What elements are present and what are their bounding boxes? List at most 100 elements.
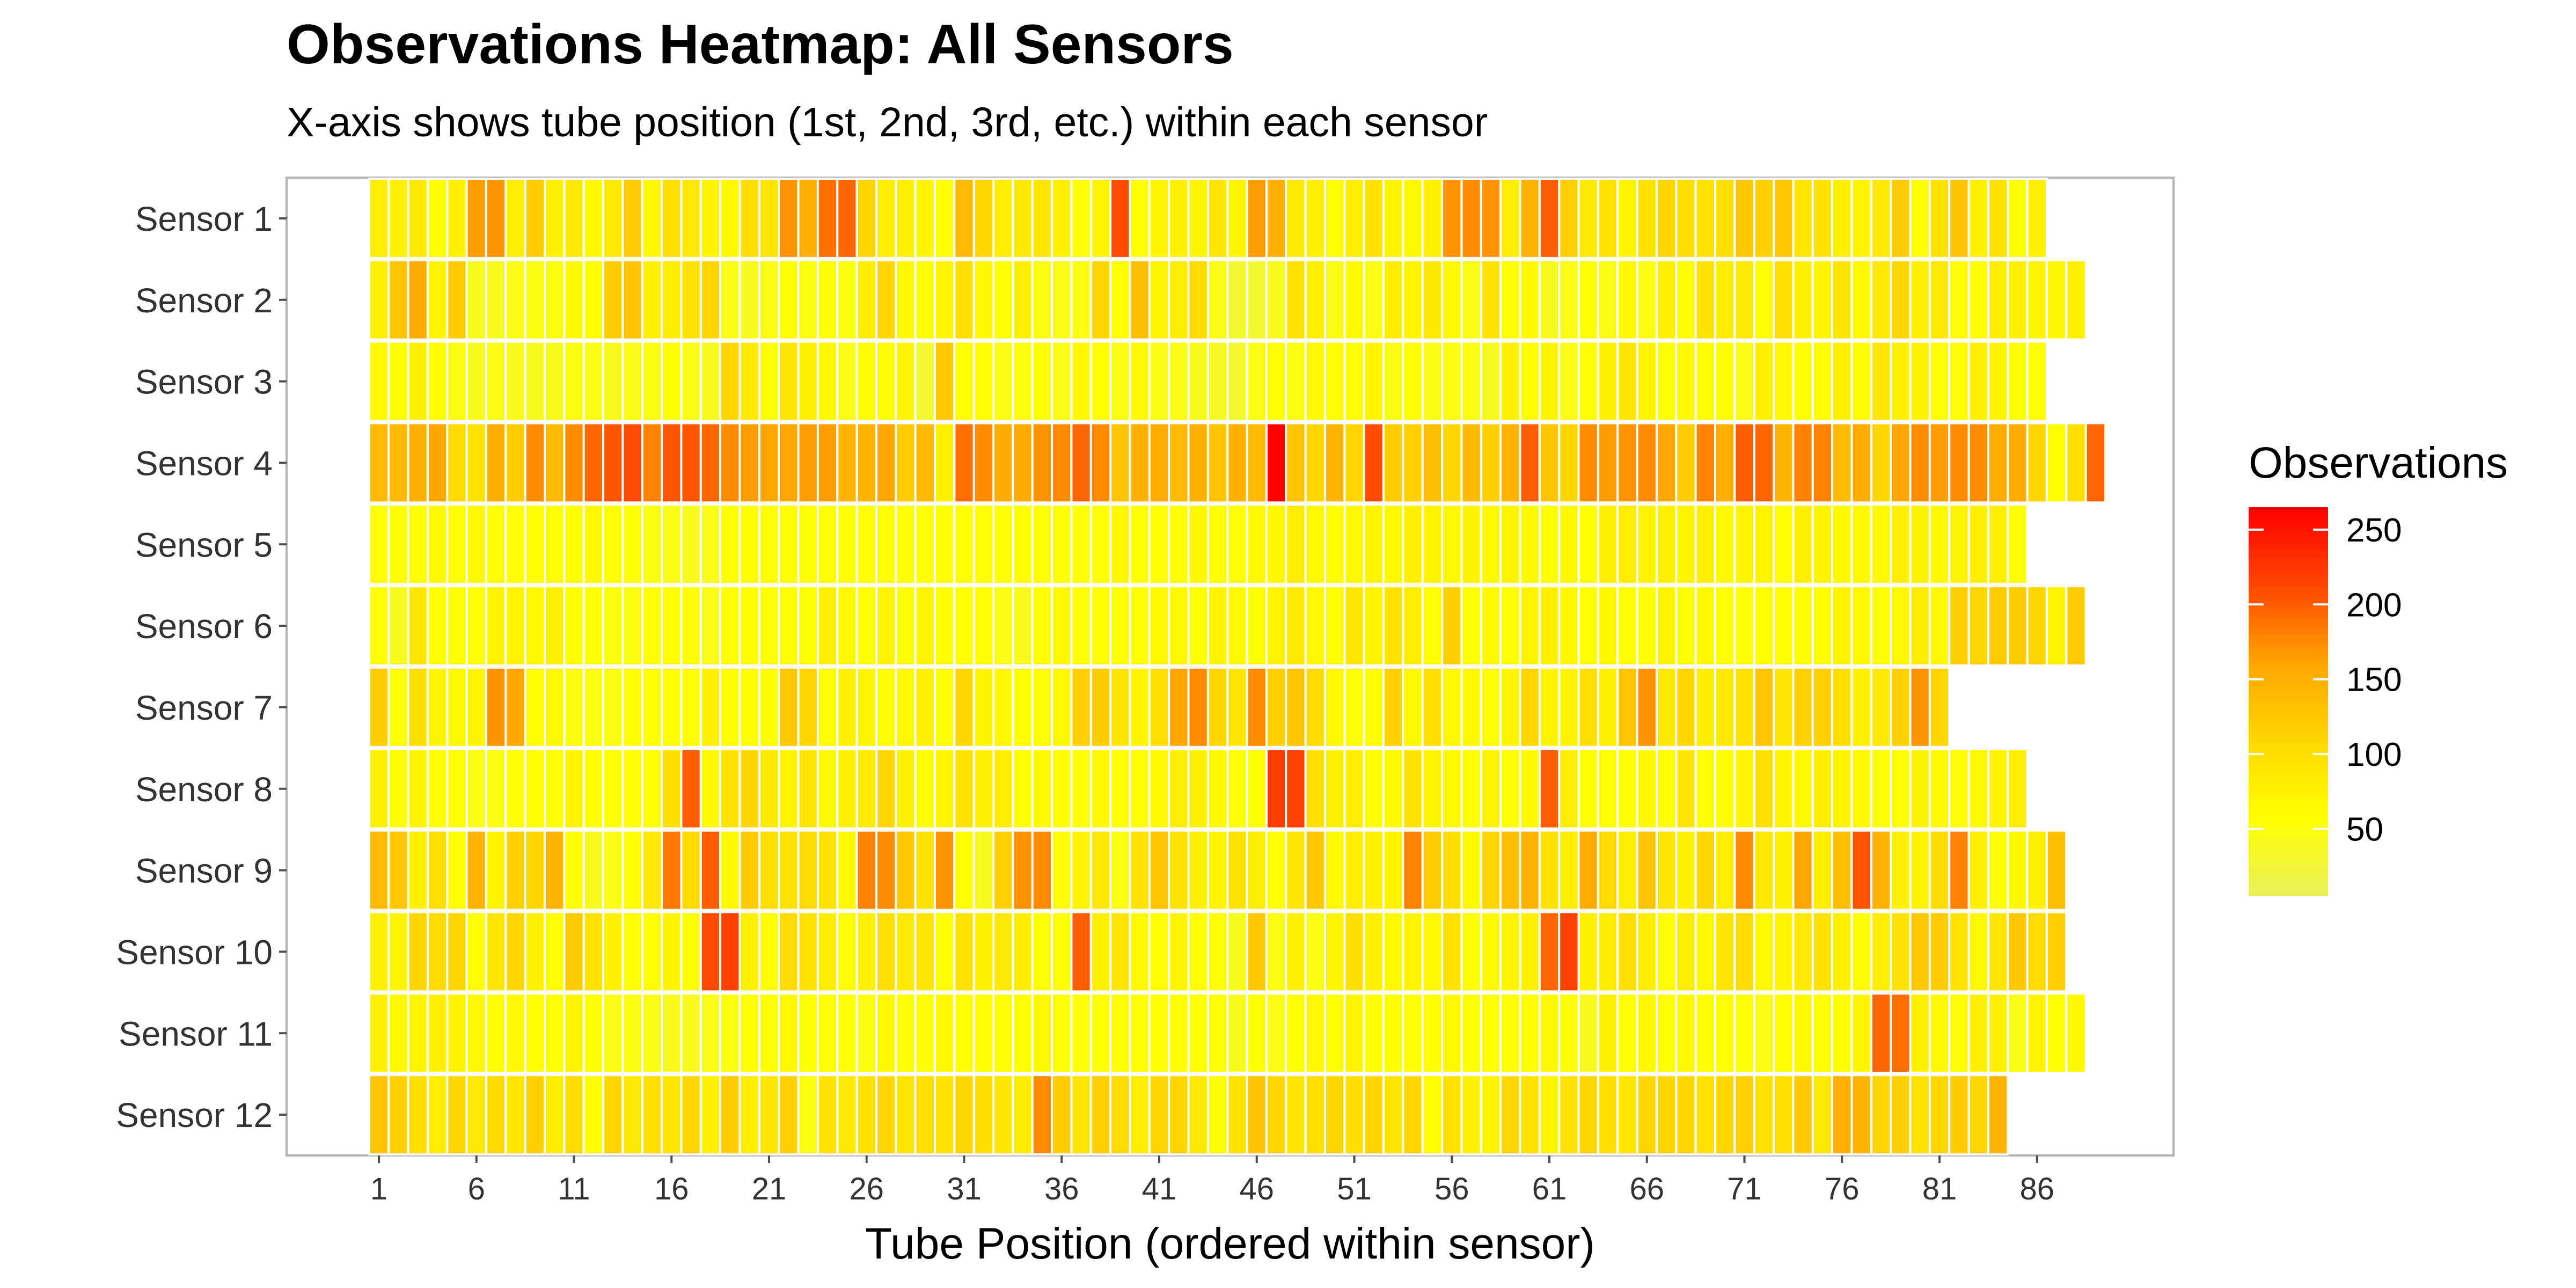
heatmap-cell [1031,992,1053,1074]
heatmap-cell [1051,503,1073,586]
heatmap-cell [1714,992,1736,1074]
heatmap-cell [1402,178,1424,259]
heatmap-cell [1850,178,1872,259]
heatmap-cell [1890,422,1912,504]
heatmap-cell [1012,503,1034,586]
heatmap-cell [368,748,390,830]
heatmap-cell [1714,748,1736,830]
heatmap-cell [2065,992,2087,1074]
heatmap-cell [1811,503,1834,586]
heatmap-cell [2007,178,2029,259]
heatmap-cell [1246,340,1268,422]
heatmap-cell [1343,422,1365,504]
heatmap-cell [1675,748,1697,830]
heatmap-cell [895,422,917,504]
heatmap-cell [1597,992,1619,1074]
heatmap-cell [1870,340,1892,422]
heatmap-cell [1714,503,1736,586]
x-tick-label: 81 [1922,1172,1957,1206]
heatmap-cell [1850,748,1872,830]
heatmap-cell [1441,992,1463,1074]
heatmap-cell [1928,1074,1951,1156]
heatmap-cell [1636,178,1658,259]
heatmap-cell [1070,585,1092,667]
heatmap-cell [1089,992,1112,1074]
heatmap-cell [602,748,624,830]
heatmap-cell [1636,340,1658,422]
heatmap-cell [1109,340,1131,422]
heatmap-cell [1538,911,1561,993]
heatmap-cell [1616,829,1638,911]
heatmap-cell [1343,178,1365,259]
heatmap-cell [563,422,585,504]
heatmap-cell [1655,1074,1678,1156]
heatmap-cell [1031,748,1053,830]
heatmap-cell [1499,1074,1521,1156]
heatmap-cell [1285,911,1307,993]
heatmap-cell [1402,911,1424,993]
heatmap-cell [933,829,956,911]
heatmap-cell [485,1074,507,1156]
heatmap-cell [1675,1074,1697,1156]
heatmap-cell [1226,340,1248,422]
x-tick-label: 6 [468,1172,485,1206]
heatmap-cell [582,178,605,259]
heatmap-cell [1441,259,1463,341]
heatmap-cell [1304,829,1326,911]
heatmap-cell [1831,748,1853,830]
heatmap-cell [1558,748,1580,830]
heatmap-cell [699,748,722,830]
heatmap-cell [1636,829,1658,911]
heatmap-cell [972,422,995,504]
heatmap-cell [661,340,683,422]
heatmap-cell [1402,585,1424,667]
heatmap-cell [1226,748,1248,830]
heatmap-cell [1089,422,1112,504]
heatmap-cell [953,503,975,586]
heatmap-cell [1265,259,1287,341]
heatmap-cell [1187,748,1209,830]
heatmap-cell [426,667,449,748]
heatmap-cell [1753,748,1775,830]
x-tick-label: 61 [1532,1172,1567,1206]
heatmap-cell [1187,911,1209,993]
heatmap-cell [1421,1074,1444,1156]
heatmap-cell [778,911,800,993]
heatmap-cell [1753,178,1775,259]
heatmap-cell [1928,503,1951,586]
heatmap-cell [524,1074,546,1156]
heatmap-cell [1675,829,1697,911]
heatmap-cell [1285,748,1307,830]
heatmap-cell [699,422,722,504]
heatmap-cell [1831,829,1853,911]
heatmap-cell [1304,992,1326,1074]
heatmap-cell [972,503,995,586]
heatmap-cell [1909,259,1931,341]
legend-title: Observations [2249,438,2508,487]
heatmap-cell [1928,667,1951,748]
heatmap-cell [855,748,877,830]
heatmap-cell [1987,503,2009,586]
heatmap-cell [1753,911,1775,993]
heatmap-cell [1363,992,1385,1074]
heatmap-cell [1870,829,1892,911]
heatmap-cell [485,422,507,504]
heatmap-cell [719,340,741,422]
heatmap-cell [1753,340,1775,422]
heatmap-cell [426,748,449,830]
heatmap-cell [1850,259,1872,341]
heatmap-cell [1460,422,1482,504]
heatmap-cell [621,992,643,1074]
heatmap-cell [1187,667,1209,748]
heatmap-cell [1792,422,1814,504]
heatmap-cell [1870,422,1892,504]
heatmap-cell [1597,748,1619,830]
heatmap-cell [1870,259,1892,341]
heatmap-cell [1753,1074,1775,1156]
heatmap-cell [661,259,683,341]
heatmap-cell [992,667,1014,748]
heatmap-cell [738,829,760,911]
heatmap-cell [1773,422,1795,504]
heatmap-cell [1577,748,1599,830]
heatmap-cell [1636,1074,1658,1156]
